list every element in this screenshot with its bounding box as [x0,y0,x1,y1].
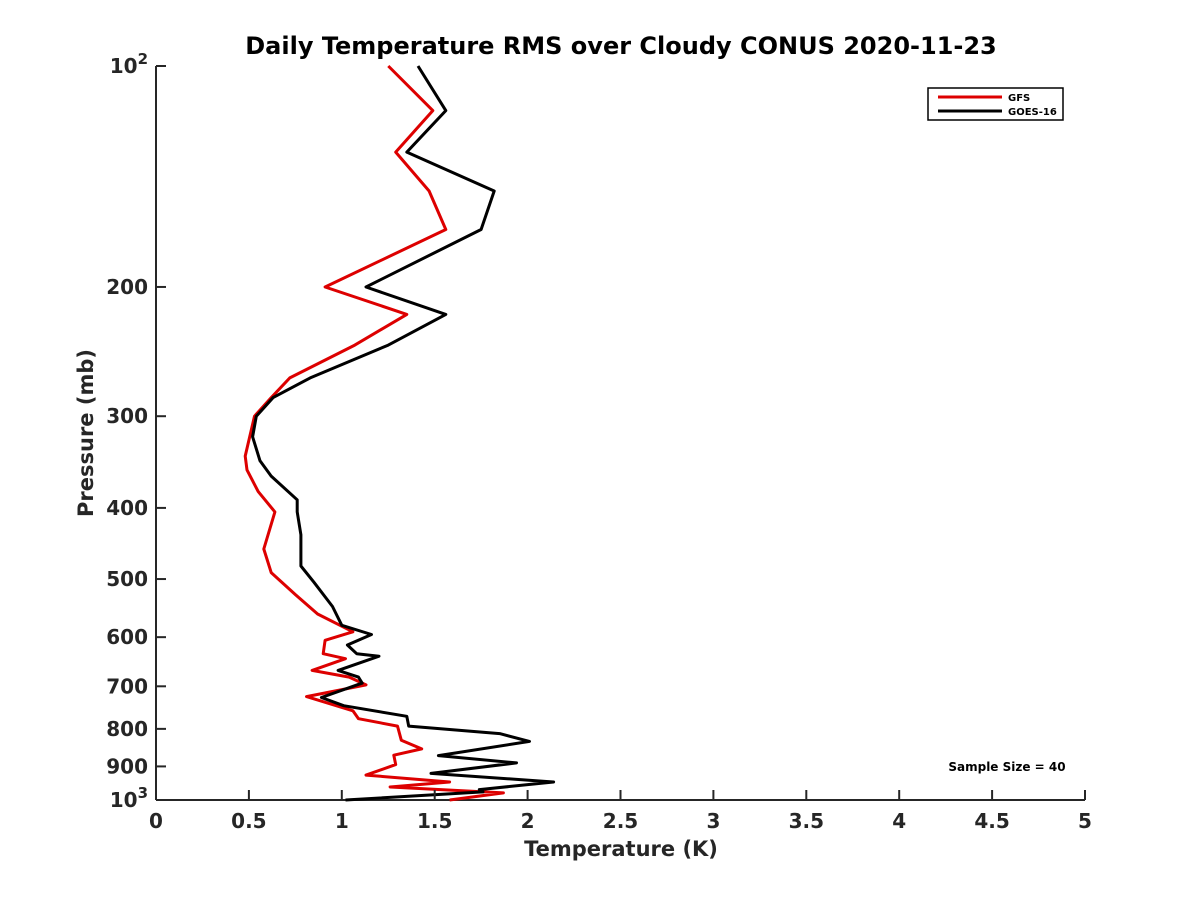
y-tick-label: 300 [106,404,148,428]
y-tick-label: 103 [110,784,148,812]
x-tick-label: 3.5 [789,809,824,833]
y-tick-label: 800 [106,717,148,741]
legend: GFS GOES-16 [927,87,1064,121]
y-tick-label: 600 [106,625,148,649]
x-tick-label: 4 [892,809,906,833]
series-line-gfs [243,64,505,802]
x-tick-label: 4.5 [974,809,1009,833]
y-tick-label: 102 [110,50,148,78]
x-tick-label: 2 [521,809,535,833]
legend-label-gfs: GFS [1008,93,1030,104]
x-axis-label: Temperature (K) [524,837,718,861]
y-tick-label: 500 [106,567,148,591]
y-axis-label: Pressure (mb) [74,349,98,517]
y-tick-label: 200 [106,275,148,299]
x-tick-label: 3 [706,809,720,833]
x-tick-label: 2.5 [603,809,638,833]
legend-label-goes16: GOES-16 [1008,107,1057,118]
sample-size-annotation: Sample Size = 40 [948,760,1065,774]
chart-title: Daily Temperature RMS over Cloudy CONUS … [245,32,997,60]
x-tick-label: 5 [1078,809,1092,833]
x-tick-label: 1 [335,809,349,833]
y-tick-label: 700 [106,674,148,698]
y-tick-label: 400 [106,496,148,520]
y-axis-ticks: 102 200 300 400 500 600 700 800 900 103 [106,50,166,812]
series-line-goes16 [251,65,556,802]
x-axis-ticks: 0 0.5 1 1.5 2 2.5 3 3.5 4 4.5 5 [149,790,1092,833]
x-tick-label: 1.5 [417,809,452,833]
y-tick-label: 900 [106,754,148,778]
x-tick-label: 0 [149,809,163,833]
x-tick-label: 0.5 [231,809,266,833]
legend-box [927,87,1064,121]
